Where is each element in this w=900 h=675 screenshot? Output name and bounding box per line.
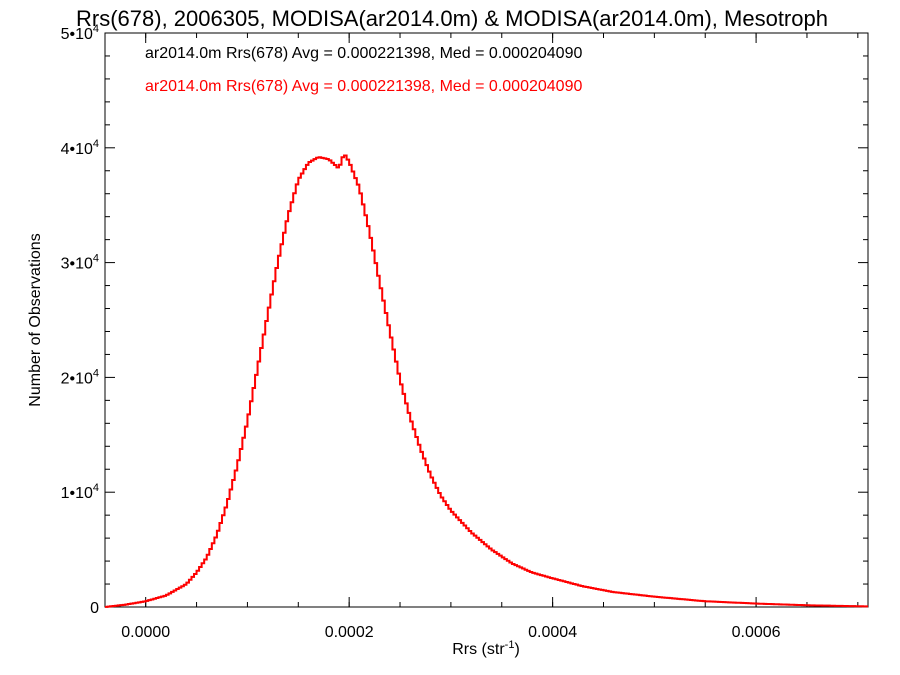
series-1-line xyxy=(105,154,868,608)
y-tick-label: 0 xyxy=(90,600,99,617)
y-tick-label: 4•104 xyxy=(61,138,99,158)
x-tick-label: 0.0004 xyxy=(528,624,577,641)
y-tick-label: 3•104 xyxy=(61,253,99,273)
legend-entry-1: ar2014.0m Rrs(678) Avg = 0.000221398, Me… xyxy=(145,45,582,62)
y-axis: 0 1•104 2•104 3•104 4•104 5•104 xyxy=(61,23,868,617)
chart-title: Rrs(678), 2006305, MODISA(ar2014.0m) & M… xyxy=(76,6,828,31)
y-tick-label: 1•104 xyxy=(61,482,99,502)
x-tick-label: 0.0000 xyxy=(121,624,170,641)
x-axis: 0.0000 0.0002 0.0004 0.0006 xyxy=(121,33,859,641)
legend-entry-2: ar2014.0m Rrs(678) Avg = 0.000221398, Me… xyxy=(145,78,582,95)
x-tick-label: 0.0006 xyxy=(732,624,781,641)
x-tick-label: 0.0002 xyxy=(325,624,374,641)
plot-frame xyxy=(104,32,869,608)
y-axis-label: Number of Observations xyxy=(27,233,44,406)
series-2-line xyxy=(105,154,868,608)
y-tick-label: 2•104 xyxy=(61,367,99,387)
x-axis-label: Rrs (str-1) xyxy=(452,639,520,658)
y-tick-label: 5•104 xyxy=(61,23,99,43)
legend: ar2014.0m Rrs(678) Avg = 0.000221398, Me… xyxy=(145,45,582,95)
